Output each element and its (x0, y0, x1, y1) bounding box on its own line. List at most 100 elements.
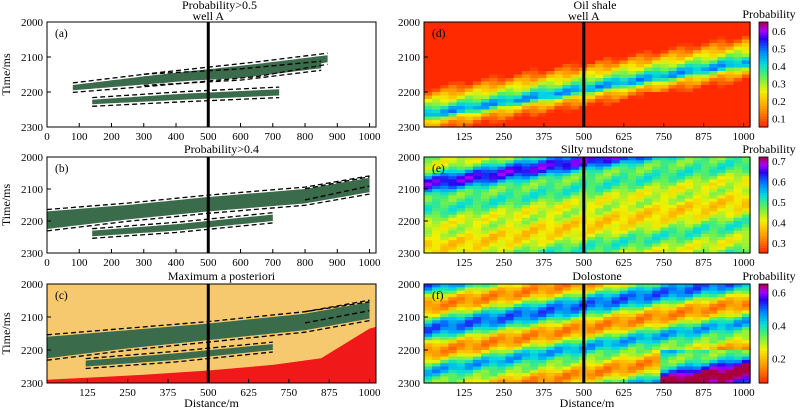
heatmap-cell (725, 205, 735, 209)
heatmap-cell (627, 182, 637, 187)
heatmap-cell (432, 74, 441, 79)
heatmap-cell (660, 336, 670, 341)
heatmap-cell (464, 71, 474, 76)
heatmap-cell (554, 116, 564, 121)
heatmap-cell (481, 43, 490, 48)
colorbar-cell (759, 353, 768, 357)
heatmap-cell (448, 201, 458, 206)
heatmap-cell (595, 313, 604, 318)
heatmap-cell (660, 173, 670, 177)
heatmap-cell (587, 249, 596, 254)
heatmap-cell (505, 290, 515, 295)
facies-band (143, 63, 322, 84)
heatmap-cell (562, 333, 572, 338)
heatmap-cell (546, 74, 556, 79)
heatmap-cell (733, 330, 743, 335)
heatmap-cell (733, 46, 743, 51)
heatmap-cell (611, 85, 621, 90)
heatmap-cell (530, 192, 539, 196)
x-tick-label: 0 (44, 131, 50, 143)
heatmap-cell (432, 39, 441, 44)
heatmap-cell (709, 340, 719, 344)
heatmap-cell (709, 356, 719, 361)
heatmap-cell (701, 313, 710, 318)
heatmap-cell (611, 198, 621, 203)
heatmap-cell (660, 179, 670, 184)
heatmap-cell (660, 290, 670, 295)
heatmap-cell (505, 320, 515, 325)
heatmap-cell (627, 179, 637, 184)
heatmap-cell (521, 217, 531, 222)
heatmap-cell (505, 376, 515, 381)
heatmap-cell (546, 320, 556, 325)
heatmap-cell (448, 81, 458, 86)
heatmap-cell (684, 29, 694, 34)
heatmap-cell (530, 284, 539, 288)
heatmap-cell (456, 227, 466, 232)
heatmap-cell (448, 297, 458, 302)
heatmap-cell (644, 293, 653, 298)
heatmap-cell (701, 300, 710, 305)
heatmap-cell (440, 340, 450, 344)
colorbar-cell (759, 333, 768, 337)
heatmap-cell (595, 60, 604, 65)
colorbar-frame (758, 156, 769, 254)
heatmap-cell (635, 323, 645, 328)
y-tick-label: 2100 (398, 312, 421, 324)
heatmap-cell (521, 71, 531, 76)
heatmap-cell (693, 310, 702, 315)
colorbar-cell (759, 378, 768, 382)
heatmap-cell (448, 287, 458, 292)
heatmap-cell (627, 192, 637, 196)
heatmap-cell (733, 32, 743, 37)
colorbar-cell (759, 111, 768, 115)
heatmap-cell (456, 198, 466, 203)
heatmap-cell (424, 99, 433, 104)
heatmap-cell (554, 243, 564, 248)
heatmap-cell (717, 293, 727, 298)
heatmap-cell (684, 81, 694, 86)
heatmap-cell (481, 205, 490, 209)
heatmap-cell (481, 359, 490, 364)
panel-label: (c) (55, 290, 68, 302)
heatmap-cell (456, 249, 466, 254)
heatmap-cell (497, 57, 507, 62)
heatmap-cell (676, 78, 686, 83)
heatmap-cell (448, 185, 458, 190)
heatmap-cell (644, 195, 653, 200)
heatmap-cell (448, 195, 458, 200)
heatmap-cell (611, 343, 621, 348)
heatmap-cell (456, 221, 466, 225)
heatmap-cell (464, 102, 474, 107)
heatmap-cell (538, 230, 547, 235)
heatmap-cell (481, 201, 490, 206)
heatmap-cell (570, 163, 580, 168)
heatmap-cell (668, 363, 678, 368)
heatmap-cell (546, 60, 556, 65)
heatmap-cell (709, 233, 719, 238)
heatmap-cell (595, 214, 604, 219)
heatmap-cell (521, 173, 531, 177)
heatmap-cell (464, 53, 474, 58)
heatmap-cell (733, 243, 743, 248)
heatmap-cell (562, 29, 572, 34)
plot-frame (423, 283, 751, 384)
heatmap-cell (725, 237, 735, 241)
heatmap-cell (595, 211, 604, 216)
heatmap-cell (554, 284, 564, 288)
heatmap-cell (635, 109, 645, 114)
heatmap-cell (530, 246, 539, 251)
heatmap-cell (717, 369, 727, 374)
heatmap-cell (741, 64, 751, 69)
heatmap-cell (717, 53, 727, 58)
heatmap-cell (521, 195, 531, 200)
heatmap-cell (432, 317, 441, 321)
heatmap-cell (497, 78, 507, 83)
heatmap-cell (587, 208, 596, 212)
heatmap-cell (432, 185, 441, 190)
heatmap-cell (741, 99, 751, 104)
heatmap-cell (652, 373, 661, 377)
heatmap-cell (619, 78, 629, 83)
heatmap-cell (644, 217, 653, 222)
heatmap-cell (570, 109, 580, 114)
